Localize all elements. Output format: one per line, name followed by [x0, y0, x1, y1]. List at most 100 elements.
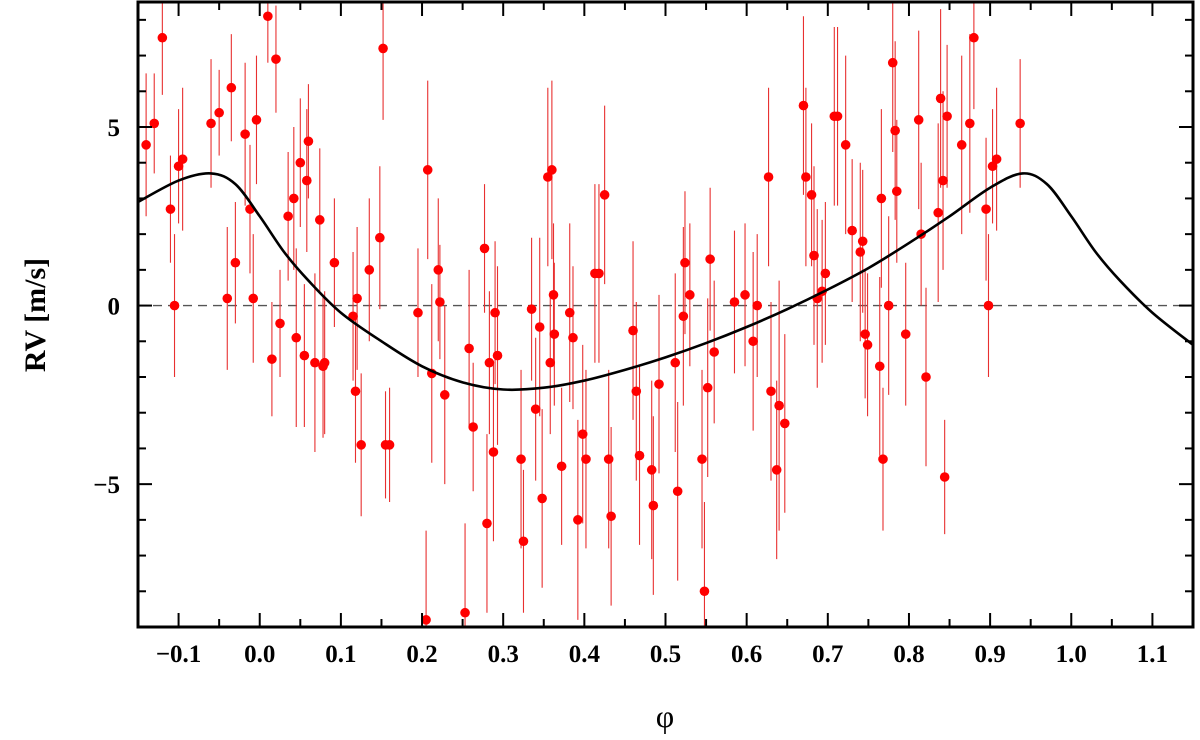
- x-tick-label: 0.0: [244, 641, 275, 668]
- data-point-126: [900, 329, 911, 339]
- x-tick-labels: −0.1 0.0 0.1 0.2 0.3 0.4 0.5 0.6 0.7 0.8 0.9 1.0 1.1: [156, 641, 1168, 668]
- data-point-64: [545, 357, 556, 368]
- data-point-90: [697, 454, 707, 464]
- y-tick-label: 0: [108, 294, 121, 321]
- data-point-84: [654, 379, 664, 389]
- data-point-98: [752, 300, 763, 311]
- x-tick-label: 0.5: [650, 641, 681, 668]
- data-point-79: [628, 325, 638, 336]
- data-point-46: [435, 297, 445, 307]
- data-point-48: [460, 607, 470, 618]
- data-point-80: [631, 386, 642, 397]
- data-point-116: [857, 236, 868, 247]
- data-point-73: [581, 454, 591, 464]
- data-point-122: [883, 300, 894, 311]
- data-point-107: [809, 250, 819, 261]
- x-tick-label: 0.8: [893, 641, 924, 668]
- data-point-138: [981, 204, 991, 214]
- data-point-13: [230, 257, 241, 268]
- data-point-25: [302, 175, 312, 186]
- data-point-66: [548, 290, 559, 300]
- data-point-61: [534, 322, 545, 332]
- data-point-42: [421, 615, 431, 625]
- data-layer: [138, 2, 1193, 627]
- data-point-54: [488, 447, 499, 457]
- data-point-0: [263, 11, 273, 22]
- data-point-136: [965, 118, 975, 129]
- data-point-102: [774, 400, 784, 411]
- data-point-20: [283, 211, 293, 222]
- data-point-91: [699, 586, 710, 597]
- x-tick-label: 1.1: [1137, 641, 1168, 668]
- y-tick-label: 5: [108, 115, 121, 142]
- data-point-93: [705, 254, 715, 264]
- data-point-38: [378, 43, 388, 54]
- data-point-92: [702, 382, 713, 393]
- data-point-67: [549, 329, 560, 339]
- x-axis-title: φ: [656, 698, 674, 734]
- data-point-12: [226, 82, 237, 93]
- data-point-142: [1015, 118, 1025, 129]
- data-point-65: [547, 165, 557, 175]
- data-point-47: [439, 390, 450, 400]
- data-point-34: [352, 293, 362, 304]
- data-point-130: [933, 207, 943, 218]
- data-point-18: [267, 354, 277, 364]
- data-point-141: [991, 154, 1002, 164]
- data-point-6: [169, 300, 180, 311]
- ticks-layer: [137, 2, 1194, 628]
- data-point-59: [526, 304, 537, 314]
- data-point-8: [177, 154, 188, 164]
- data-point-117: [860, 329, 870, 339]
- data-point-19: [275, 318, 285, 329]
- data-point-78: [606, 511, 616, 522]
- data-point-76: [599, 190, 610, 200]
- data-point-85: [670, 357, 681, 368]
- data-point-118: [862, 340, 873, 350]
- data-point-133: [939, 472, 950, 482]
- data-point-2: [157, 32, 168, 43]
- data-point-82: [646, 465, 657, 475]
- data-point-134: [942, 111, 952, 122]
- data-point-62: [537, 493, 547, 504]
- data-point-86: [672, 486, 683, 497]
- data-point-75: [594, 268, 604, 279]
- data-point-9: [206, 118, 216, 129]
- y-axis-title: RV [m/s]: [19, 258, 52, 372]
- data-point-35: [356, 440, 366, 450]
- data-point-113: [840, 140, 851, 150]
- data-point-88: [680, 257, 690, 268]
- x-tick-label: 0.9: [974, 641, 1005, 668]
- data-point-99: [763, 172, 774, 182]
- x-tick-label: 0.2: [406, 641, 437, 668]
- data-point-71: [573, 515, 583, 525]
- data-point-22: [291, 332, 302, 343]
- data-point-101: [771, 465, 782, 475]
- data-point-140: [987, 161, 998, 172]
- data-point-94: [709, 347, 719, 357]
- data-point-137: [969, 32, 979, 43]
- data-point-114: [847, 225, 857, 236]
- data-point-55: [490, 307, 500, 318]
- x-tick-label: 0.4: [569, 641, 601, 668]
- data-point-105: [801, 172, 811, 182]
- data-point-63: [543, 172, 553, 182]
- data-point-7: [173, 161, 184, 172]
- data-point-135: [956, 140, 967, 150]
- data-point-103: [779, 418, 790, 429]
- data-point-4: [141, 140, 151, 150]
- data-point-112: [832, 111, 843, 122]
- data-point-51: [479, 243, 490, 254]
- data-point-106: [806, 190, 817, 200]
- data-point-119: [874, 361, 885, 372]
- y-tick-labels: −5 0 5: [93, 115, 120, 499]
- data-point-129: [921, 372, 931, 382]
- data-point-127: [913, 115, 924, 125]
- data-point-31: [329, 257, 340, 268]
- x-tick-label: 0.7: [812, 641, 843, 668]
- data-point-30: [319, 357, 330, 368]
- data-point-83: [648, 500, 659, 511]
- data-point-53: [484, 357, 495, 368]
- data-point-58: [518, 536, 529, 547]
